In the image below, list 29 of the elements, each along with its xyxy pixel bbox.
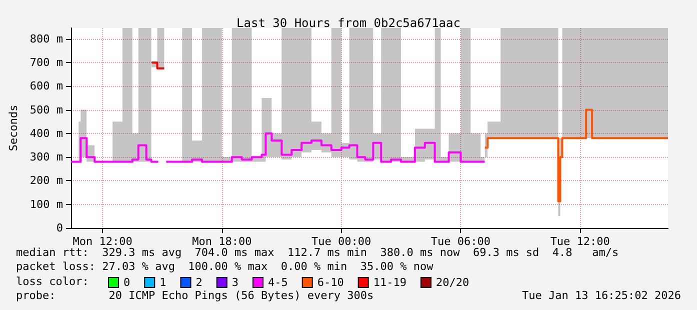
y-tick-label: 700 m [30, 56, 64, 70]
x-tick-label: Tue 00:00 [312, 235, 372, 248]
legend-label: 11-19 [373, 276, 406, 289]
y-tick-label: 600 m [30, 80, 64, 93]
legend-label: 3 [232, 276, 238, 289]
legend-label: 4-5 [268, 276, 288, 289]
y-tick-label: 400 m [30, 126, 64, 140]
y-tick-label: 500 m [30, 103, 64, 116]
x-tick-label: Tue 06:00 [430, 235, 491, 248]
text: packet loss: 27.03 % avg 100.00 % max 0.00 % min 35.00 % now [16, 260, 434, 273]
y-tick-label: 300 m [30, 150, 64, 164]
x-tick-label: Tue 12:00 [550, 235, 610, 248]
y-tick-label: 800 m [30, 32, 64, 46]
x-tick-label: Mon 12:00 [72, 235, 132, 248]
x-tick-label: Mon 18:00 [192, 235, 252, 248]
legend-label: 20/20 [436, 276, 470, 289]
y-tick-label: 100 m [30, 198, 64, 211]
chart-title: Last 30 Hours from 0b2c5a671aac [236, 16, 460, 30]
y-axis-title: Seconds [7, 104, 20, 152]
y-tick-label: 0 [56, 222, 64, 234]
text: loss color: [16, 275, 89, 288]
text: median rtt: 329.3 ms avg 704.0 ms max 112.7 ms min 380.0 ms now 69.3 ms sd 4.8 am/s [16, 246, 619, 259]
legend-label: 6-10 [317, 276, 344, 289]
y-tick-label: 200 m [30, 174, 64, 188]
legend-label: 1 [160, 276, 166, 289]
legend-label: 2 [196, 276, 202, 289]
text: probe: 20 ICMP Echo Pings (56 Bytes) every 300s [16, 289, 374, 302]
text: Tue Jan 13 16:25:02 2026 [522, 289, 682, 302]
legend-label: 0 [124, 276, 130, 289]
